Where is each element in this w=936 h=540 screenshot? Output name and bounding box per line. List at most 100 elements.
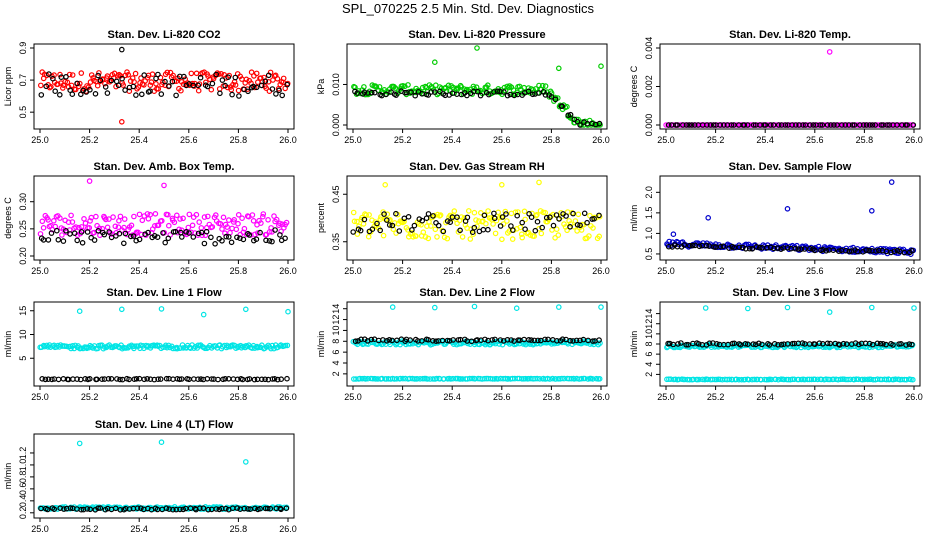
data-point [447, 219, 454, 226]
x-tick-label: 26.0 [592, 135, 610, 145]
data-point [69, 219, 76, 225]
data-point [509, 375, 516, 382]
data-point [450, 337, 457, 343]
outlier-point [911, 305, 917, 311]
y-tick-label: 1.0 [18, 459, 28, 472]
data-point [154, 342, 161, 349]
data-point [473, 217, 479, 223]
data-point [528, 214, 535, 221]
data-point [807, 122, 813, 128]
data-point [245, 88, 251, 95]
data-point [68, 82, 75, 89]
series-all [350, 179, 603, 243]
data-point [365, 233, 372, 240]
data-point [245, 230, 251, 237]
data-point [428, 89, 434, 95]
data-point [380, 232, 387, 239]
data-point [767, 122, 774, 128]
data-point [396, 228, 403, 234]
data-point [103, 216, 109, 223]
plot-frame [346, 43, 608, 130]
chart-title: Stan. Dev. Li-820 Temp. [729, 29, 851, 41]
data-point [78, 229, 85, 235]
y-tick-label: 8 [331, 339, 341, 344]
series-selected [350, 210, 602, 236]
data-point [830, 247, 837, 254]
data-point [121, 240, 127, 247]
data-point [491, 89, 497, 95]
data-point [419, 217, 426, 224]
data-point [792, 245, 799, 252]
plot-frame [659, 43, 921, 130]
data-point [368, 336, 375, 343]
data-point [726, 376, 733, 383]
data-point [122, 87, 128, 93]
data-point [254, 230, 261, 236]
data-point [159, 218, 165, 224]
data-point [492, 230, 499, 237]
data-point [750, 122, 757, 128]
data-point [202, 345, 208, 352]
data-point [532, 227, 539, 234]
data-point [710, 122, 717, 128]
y-tick-label: 4 [644, 362, 654, 367]
data-point [166, 222, 172, 229]
outlier-point [158, 306, 165, 312]
y-axis-label: degrees C [629, 65, 639, 107]
data-point [405, 82, 411, 88]
data-point [845, 376, 851, 383]
data-point [774, 245, 781, 251]
data-point [116, 218, 122, 224]
data-point [890, 342, 896, 348]
data-point [884, 122, 890, 128]
chart-panel-5: Stan. Dev. Gas Stream RH percent 25.0 25.2 2… [316, 161, 610, 276]
data-point [282, 235, 288, 242]
data-point [56, 92, 63, 98]
data-point [816, 340, 823, 347]
data-point [54, 81, 61, 88]
plot-frame [33, 175, 295, 261]
data-point [746, 245, 753, 252]
x-tick-label: 25.4 [130, 135, 148, 145]
data-point [430, 213, 436, 219]
data-point [581, 375, 588, 382]
data-point [102, 84, 109, 90]
data-point [87, 87, 93, 93]
data-point [483, 220, 489, 227]
data-point [169, 78, 176, 85]
data-point [263, 85, 270, 92]
y-tick-label: 0.5 [644, 248, 654, 261]
data-point [195, 82, 202, 89]
x-tick-label: 25.6 [493, 135, 511, 145]
data-point [233, 226, 240, 233]
x-tick-label: 25.8 [856, 135, 874, 145]
data-point [232, 74, 239, 81]
data-point [752, 341, 759, 348]
data-point [114, 376, 120, 382]
data-point [857, 122, 863, 128]
outlier-point [431, 59, 438, 66]
data-point [849, 122, 856, 128]
data-point [509, 236, 516, 242]
data-point [441, 376, 447, 382]
outlier-point [389, 304, 396, 310]
data-point [546, 376, 553, 382]
data-point [531, 233, 538, 240]
data-point [71, 230, 78, 237]
data-point [193, 211, 200, 218]
data-point [490, 221, 496, 227]
data-point [196, 219, 203, 225]
outlier-point [119, 306, 125, 313]
data-point [354, 218, 360, 225]
data-point [220, 214, 227, 221]
data-point [554, 337, 560, 344]
x-tick-label: 25.4 [443, 266, 461, 276]
outlier-point [243, 306, 249, 313]
data-point [38, 92, 45, 98]
plot-frame [33, 43, 295, 130]
data-point [866, 247, 872, 254]
chart-title: Stan. Dev. Sample Flow [729, 161, 852, 173]
data-point [239, 215, 245, 222]
data-point [258, 220, 264, 226]
outlier-point [868, 208, 875, 214]
